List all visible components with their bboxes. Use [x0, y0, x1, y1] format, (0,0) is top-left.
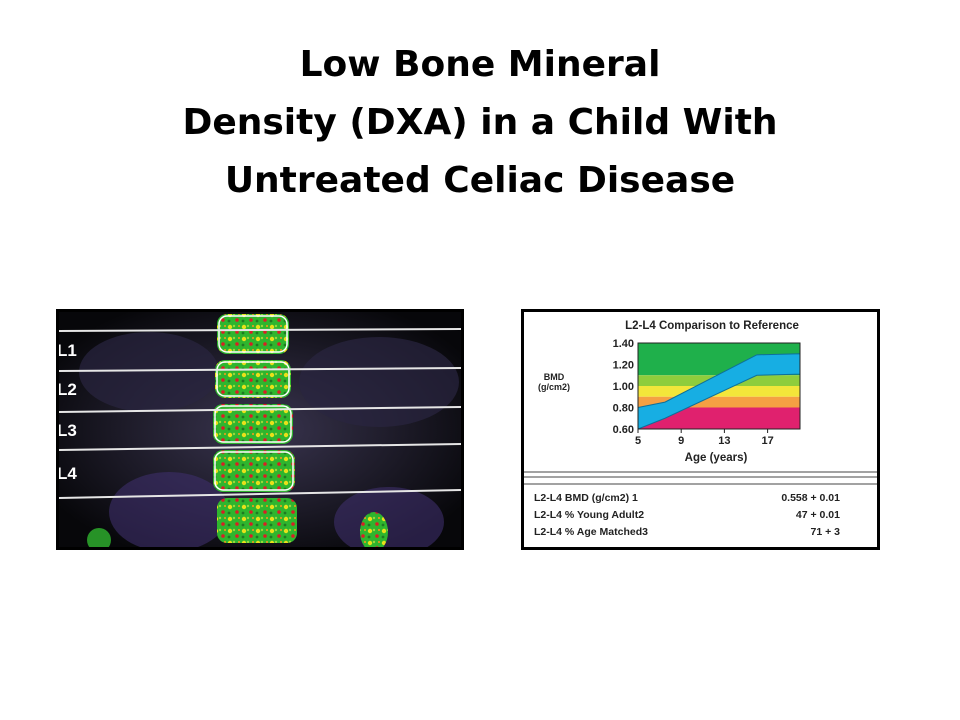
y-tick-label: 1.20: [613, 360, 634, 372]
plot-border: [637, 342, 801, 430]
vertebra: [217, 314, 289, 354]
reference-band: [638, 407, 800, 429]
y-tick-label: 0.60: [613, 424, 634, 436]
vertebra-label: L3: [59, 421, 77, 440]
x-tick-label: 5: [635, 435, 641, 447]
vertebra: [213, 404, 293, 444]
vertebra: [215, 360, 291, 398]
x-tick-label: 9: [678, 435, 684, 447]
vertebra: [217, 498, 297, 543]
title-line: Density (DXA) in a Child With: [182, 102, 778, 143]
vertebra: [213, 450, 295, 492]
dxa-report-panel: L2-L4 Comparison to Reference BMD (g/cm2…: [521, 309, 880, 550]
result-value: 47 + 0.01: [796, 509, 840, 521]
vertebra-label: L1: [59, 341, 77, 360]
vertebra-label: L2: [59, 380, 77, 399]
x-tick-label: 13: [718, 435, 730, 447]
reference-band: [638, 396, 800, 408]
result-label: L2-L4 % Age Matched3: [534, 526, 648, 538]
y-axis: 1.40 1.20 1.00 0.80 0.60: [613, 338, 634, 436]
result-value: 0.558 + 0.01: [781, 492, 840, 504]
title-line: Untreated Celiac Disease: [224, 160, 736, 201]
y-tick-label: 1.40: [613, 338, 634, 350]
dxa-spine-scan: L1 L2 L3 L4: [56, 309, 464, 550]
x-axis: 5 9 13 17: [635, 435, 774, 447]
y-tick-label: 1.00: [613, 381, 634, 393]
result-label: L2-L4 % Young Adult2: [534, 509, 644, 521]
slide-title: Low Bone Mineral Density (DXA) in a Chil…: [80, 36, 880, 210]
result-value: 71 + 3: [811, 526, 841, 538]
y-axis-label: (g/cm2): [538, 382, 570, 392]
vertebra-label: L4: [59, 464, 77, 483]
chart-title: L2-L4 Comparison to Reference: [625, 320, 799, 332]
x-tick-label: 17: [761, 435, 773, 447]
x-axis-label: Age (years): [685, 452, 748, 464]
title-line: Low Bone Mineral: [299, 44, 661, 85]
results-table: L2-L4 BMD (g/cm2) 1 0.558 + 0.01 L2-L4 %…: [534, 492, 840, 538]
y-tick-label: 0.80: [613, 403, 634, 415]
y-axis-label: BMD: [544, 372, 565, 382]
result-label: L2-L4 BMD (g/cm2) 1: [534, 492, 638, 504]
